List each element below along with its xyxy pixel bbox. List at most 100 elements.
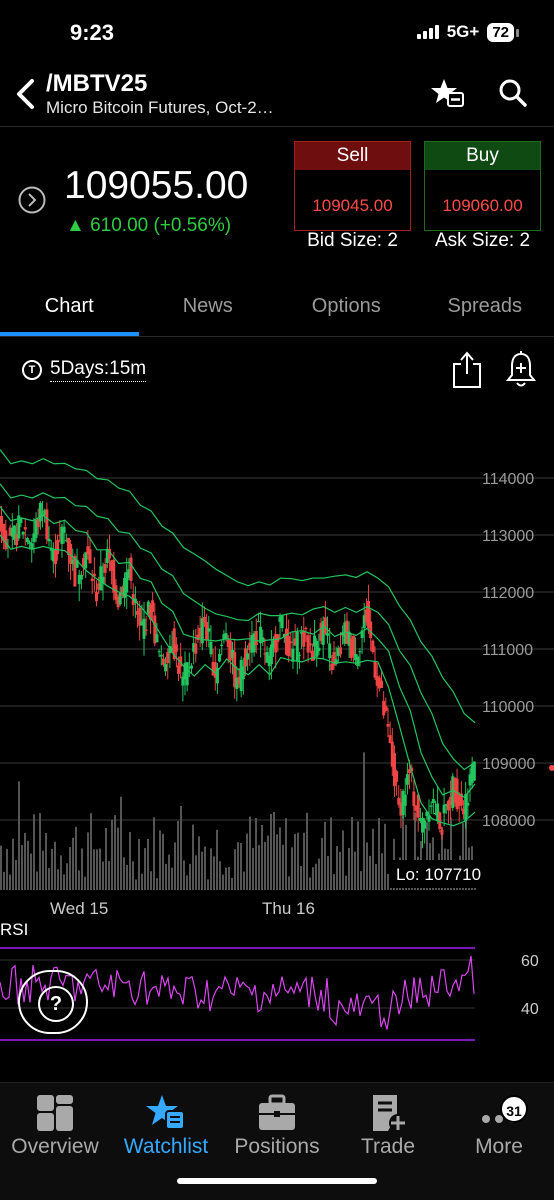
volume-bar <box>129 832 131 890</box>
timeframe-selector[interactable]: T 5Days:15m <box>22 358 146 382</box>
volume-bar <box>279 827 281 890</box>
price-change: ▲ 610.00 (+0.56%) <box>66 215 231 237</box>
candle-body <box>246 653 249 659</box>
candle-body <box>339 647 342 654</box>
nav-more-label: More <box>444 1135 554 1159</box>
bid-price: 109045.00 <box>295 196 410 216</box>
overview-icon <box>36 1094 74 1132</box>
sell-button[interactable]: Sell 109045.00 Bid Size: 2 <box>294 141 411 231</box>
y-tick-label: 108000 <box>482 813 535 830</box>
volume-bar <box>195 855 197 890</box>
volume-bar <box>375 864 377 890</box>
volume-bar <box>330 817 332 890</box>
candle-body <box>423 821 426 829</box>
volume-bar <box>30 854 32 890</box>
volume-bar <box>102 862 104 890</box>
candle-body <box>164 664 167 671</box>
nav-more[interactable]: More 31 <box>444 1093 554 1159</box>
nav-overview-label: Overview <box>0 1135 110 1159</box>
expand-quote-icon[interactable] <box>18 186 46 214</box>
tab-options[interactable]: Options <box>277 286 416 336</box>
tab-chart[interactable]: Chart <box>0 286 139 336</box>
candle-body <box>177 665 180 674</box>
volume-bar <box>381 853 383 890</box>
candle-body <box>298 655 301 656</box>
candle-body <box>395 771 398 782</box>
volume-bar <box>372 829 374 890</box>
volume-bar <box>300 866 302 890</box>
home-indicator <box>177 1178 377 1184</box>
candle-body <box>443 805 446 814</box>
buy-label: Buy <box>425 142 540 170</box>
candle-body <box>194 644 197 654</box>
status-indicators: 5G+ 72 <box>417 22 514 42</box>
volume-bar <box>225 868 227 890</box>
help-icon[interactable]: ? <box>38 986 74 1022</box>
candle-body <box>255 631 258 645</box>
volume-bar <box>297 833 299 890</box>
volume-bar <box>171 868 173 890</box>
volume-bar <box>354 852 356 890</box>
price-chart[interactable]: 1140001130001120001110001100001090001080… <box>0 410 554 930</box>
tab-spreads[interactable]: Spreads <box>416 286 554 336</box>
tab-bar: Chart News Options Spreads <box>0 286 554 336</box>
back-chevron-icon[interactable] <box>14 78 36 110</box>
candle-body <box>371 641 374 652</box>
volume-bar <box>360 871 362 890</box>
candle-body <box>311 651 314 661</box>
volume-bar <box>180 806 182 890</box>
volume-bar <box>99 848 101 890</box>
volume-bar <box>231 878 233 890</box>
volume-bar <box>219 861 221 890</box>
ask-price: 109060.00 <box>425 196 540 216</box>
candle-body <box>186 662 189 685</box>
status-time: 9:23 <box>70 20 114 46</box>
volume-bar <box>249 817 251 890</box>
candle-body <box>257 621 260 622</box>
current-price-marker <box>549 765 554 771</box>
buy-button[interactable]: Buy 109060.00 Ask Size: 2 <box>424 141 541 231</box>
watchlist-add-icon[interactable] <box>430 76 464 110</box>
volume-bar <box>312 867 314 890</box>
candle-body <box>145 629 148 630</box>
nav-trade[interactable]: Trade <box>333 1093 443 1159</box>
volume-bar <box>63 874 65 890</box>
volume-bar <box>240 843 242 890</box>
y-tick-label: 114000 <box>482 471 534 488</box>
volume-bar <box>306 813 308 890</box>
candle-body <box>384 706 387 711</box>
search-icon[interactable] <box>496 76 530 110</box>
candle-body <box>356 656 359 665</box>
volume-bar <box>255 818 257 890</box>
candle-body <box>56 540 59 554</box>
volume-bar <box>369 856 371 890</box>
volume-bar <box>21 845 23 890</box>
alert-bell-icon[interactable] <box>504 350 538 390</box>
volume-bar <box>177 821 179 890</box>
volume-bar <box>36 872 38 890</box>
volume-bar <box>66 863 68 890</box>
volume-bar <box>9 875 11 890</box>
share-icon[interactable] <box>450 350 484 390</box>
candle-body <box>151 600 154 612</box>
nav-watchlist[interactable]: Watchlist <box>111 1093 221 1159</box>
header-divider <box>0 126 554 127</box>
nav-overview[interactable]: Overview <box>0 1093 110 1159</box>
candle-body <box>438 812 441 829</box>
volume-bar <box>309 878 311 890</box>
candle-body <box>473 762 476 781</box>
volume-bar <box>120 797 122 890</box>
candle-body <box>281 616 284 628</box>
candle-body <box>369 622 372 639</box>
candle-body <box>406 774 409 785</box>
candle-body <box>404 795 407 806</box>
tab-news[interactable]: News <box>139 286 278 336</box>
volume-bar <box>150 871 152 890</box>
volume-bar <box>210 848 212 890</box>
candle-body <box>89 549 92 563</box>
volume-bar <box>318 859 320 890</box>
volume-bar <box>138 839 140 890</box>
candle-body <box>95 592 98 602</box>
nav-positions[interactable]: Positions <box>222 1093 332 1159</box>
volume-bar <box>81 848 83 890</box>
